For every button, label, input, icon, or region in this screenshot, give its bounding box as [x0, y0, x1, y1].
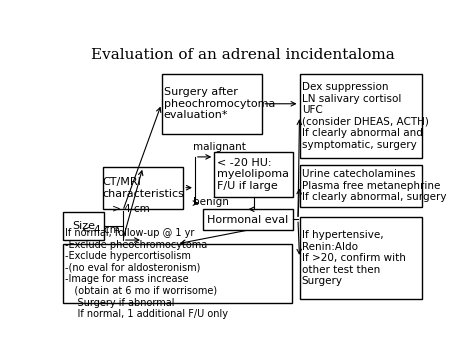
- Bar: [300, 74, 422, 158]
- Text: < -20 HU:
myelolipoma
F/U if large: < -20 HU: myelolipoma F/U if large: [217, 158, 289, 191]
- Text: > 4 cm: > 4 cm: [112, 204, 150, 214]
- Bar: [103, 167, 183, 209]
- Text: If hypertensive,
Renin:Aldo
If >20, confirm with
other test then
Surgery: If hypertensive, Renin:Aldo If >20, conf…: [302, 230, 406, 286]
- Bar: [162, 74, 262, 134]
- Text: malignant: malignant: [192, 142, 246, 152]
- Text: Hormonal eval: Hormonal eval: [207, 215, 289, 225]
- Bar: [63, 244, 292, 303]
- Text: CT/MRI
characteristics: CT/MRI characteristics: [102, 177, 184, 199]
- Text: Evaluation of an adrenal incidentaloma: Evaluation of an adrenal incidentaloma: [91, 48, 395, 62]
- Text: Size: Size: [72, 221, 95, 231]
- Text: benign: benign: [192, 197, 228, 207]
- Text: Dex suppression
LN salivary cortisol
UFC
(consider DHEAS, ACTH)
If clearly abnor: Dex suppression LN salivary cortisol UFC…: [302, 82, 428, 150]
- Text: If normal, follow-up @ 1 yr
-Exclude pheochromocytoma
-Exclude hypercortisolism
: If normal, follow-up @ 1 yr -Exclude phe…: [65, 228, 228, 319]
- Text: < 4 cm: < 4 cm: [82, 225, 120, 235]
- Bar: [63, 212, 104, 240]
- Bar: [300, 217, 422, 299]
- Text: Urine catecholamines
Plasma free metanephrine
If clearly abnormal, surgery: Urine catecholamines Plasma free metanep…: [302, 169, 447, 203]
- Bar: [202, 209, 293, 230]
- Text: Surgery after
pheochromocytoma
evaluation*: Surgery after pheochromocytoma evaluatio…: [164, 87, 275, 120]
- Bar: [214, 151, 293, 197]
- Bar: [300, 165, 422, 207]
